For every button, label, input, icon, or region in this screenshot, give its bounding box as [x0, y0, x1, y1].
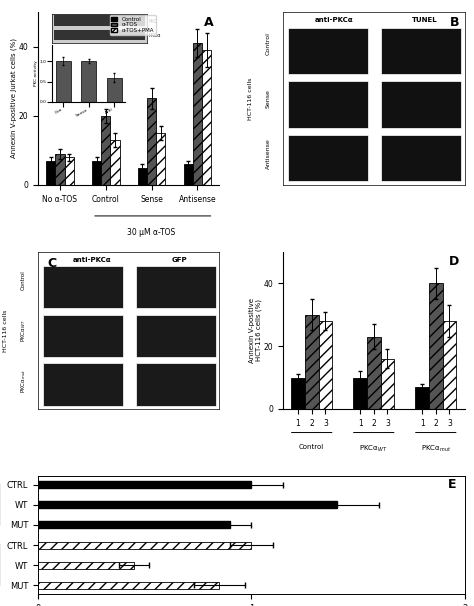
Bar — [353, 378, 367, 409]
Y-axis label: Annexin V-positive
HCT-116 cells (%): Annexin V-positive HCT-116 cells (%) — [249, 298, 262, 363]
Bar — [43, 315, 123, 357]
Bar — [289, 135, 368, 181]
Bar — [38, 562, 134, 568]
Text: B: B — [449, 16, 459, 28]
Bar — [202, 50, 211, 185]
Text: TUNEL: TUNEL — [412, 18, 438, 23]
Text: A: A — [204, 16, 214, 28]
Bar — [136, 364, 216, 406]
Bar — [381, 28, 461, 75]
Bar — [289, 28, 368, 75]
Text: PKCα$_{WT}$: PKCα$_{WT}$ — [19, 319, 28, 342]
Legend: Control, α-TOS, α-TOS+PMA: Control, α-TOS, α-TOS+PMA — [109, 15, 155, 35]
Text: Control: Control — [21, 270, 26, 290]
Text: PKCα$_{WT}$: PKCα$_{WT}$ — [359, 444, 388, 454]
Bar — [38, 482, 251, 488]
Bar — [305, 315, 319, 409]
Bar — [136, 266, 216, 308]
Text: PKCα$_{mut}$: PKCα$_{mut}$ — [19, 368, 28, 393]
Bar — [92, 161, 101, 185]
Bar — [55, 154, 64, 185]
Text: GFP: GFP — [172, 257, 187, 262]
Bar — [443, 321, 456, 409]
Bar — [38, 502, 337, 508]
Bar — [156, 133, 165, 185]
Text: C: C — [47, 257, 56, 270]
Bar — [38, 522, 230, 528]
Text: HCT-116 cells: HCT-116 cells — [3, 309, 8, 351]
Bar — [43, 364, 123, 406]
Bar — [381, 359, 394, 409]
Bar — [38, 582, 219, 588]
Text: anti-PKCα: anti-PKCα — [73, 257, 112, 262]
Bar — [193, 43, 202, 185]
Text: anti-PKCα: anti-PKCα — [315, 18, 353, 23]
Bar — [101, 116, 110, 185]
Text: Sense: Sense — [266, 89, 271, 108]
Text: PKCα$_{mut}$: PKCα$_{mut}$ — [420, 444, 451, 454]
Text: Control: Control — [266, 32, 271, 55]
Text: E: E — [447, 479, 456, 491]
Bar — [319, 321, 332, 409]
Bar — [43, 266, 123, 308]
Bar — [367, 337, 381, 409]
Bar — [381, 81, 461, 128]
Bar — [289, 81, 368, 128]
Bar — [46, 161, 55, 185]
Y-axis label: Annexin V-positive Jurkat cells (%): Annexin V-positive Jurkat cells (%) — [10, 39, 17, 159]
Text: HCT-116 cells: HCT-116 cells — [248, 78, 253, 119]
Text: 30 μM α-TOS: 30 μM α-TOS — [128, 228, 176, 237]
Text: Control: Control — [299, 444, 324, 450]
Bar — [291, 378, 305, 409]
Bar — [136, 315, 216, 357]
Bar — [415, 387, 429, 409]
Bar — [138, 168, 147, 185]
Bar — [64, 157, 73, 185]
Bar — [38, 542, 251, 548]
Bar — [147, 99, 156, 185]
Bar — [429, 284, 443, 409]
Text: Antisense: Antisense — [266, 138, 271, 169]
Bar — [110, 140, 119, 185]
Bar — [381, 135, 461, 181]
Text: D: D — [449, 255, 459, 268]
Bar — [184, 164, 193, 185]
